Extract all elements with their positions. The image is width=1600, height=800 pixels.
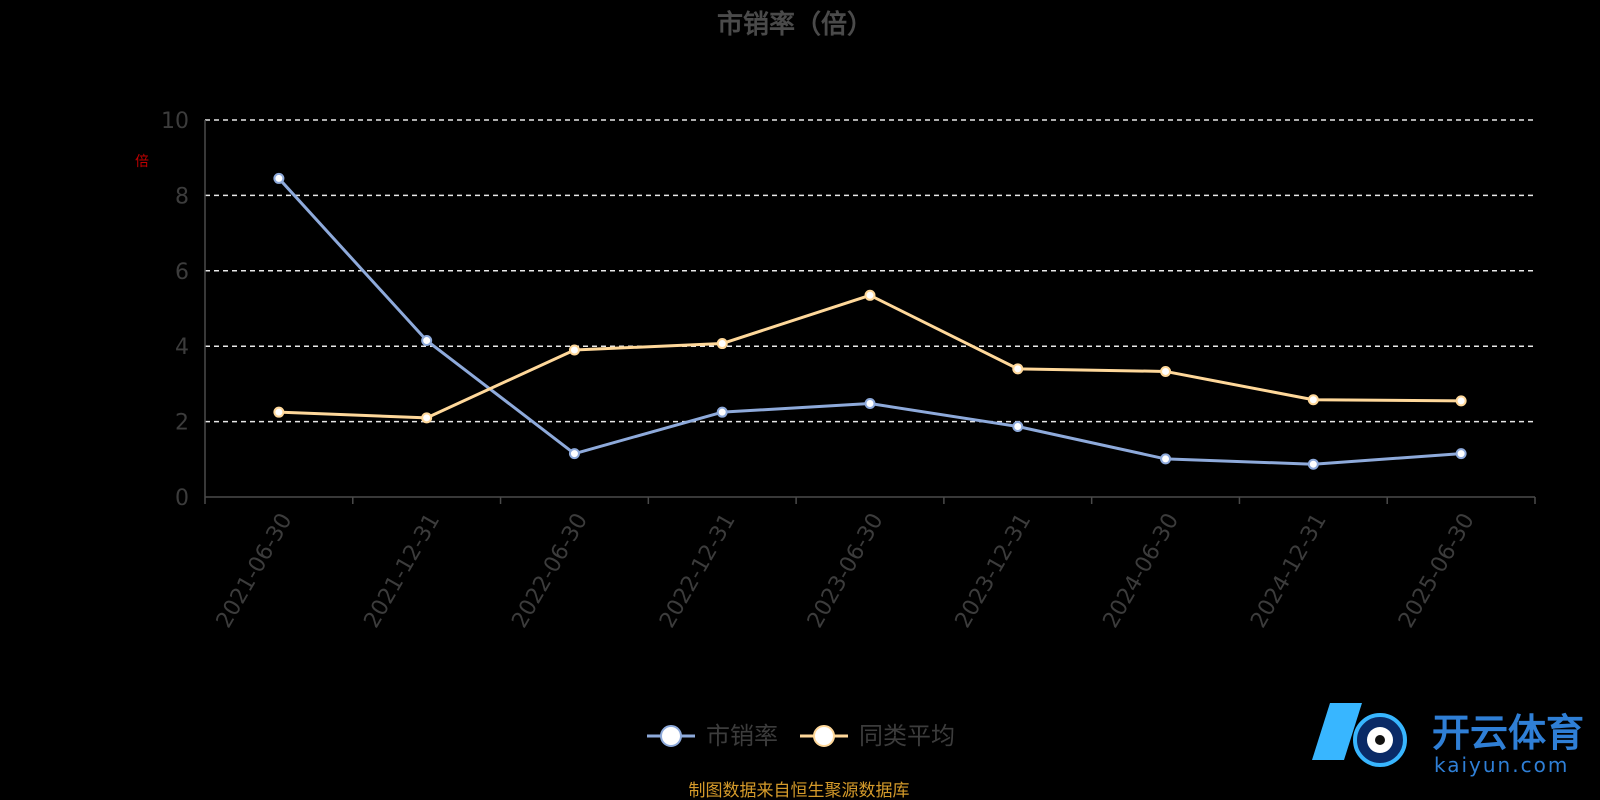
x-tick-label: 2022-06-30 — [507, 509, 593, 632]
y-axis-unit-label: 倍 — [135, 154, 149, 170]
data-point-series-1[interactable] — [716, 338, 728, 350]
legend-label-series-1: 同类平均 — [859, 722, 955, 750]
legend-marker-series-0 — [660, 725, 682, 747]
x-tick-label: 2021-12-31 — [360, 509, 446, 632]
y-tick-label: 6 — [175, 260, 189, 285]
x-tick-label: 2024-12-31 — [1246, 509, 1332, 632]
chart-title: 市销率（倍） — [717, 9, 873, 40]
data-point-series-0[interactable] — [568, 448, 580, 460]
data-point-series-0[interactable] — [1160, 453, 1172, 465]
logo-text-en: kaiyun.com — [1434, 753, 1569, 777]
data-point-series-1[interactable] — [273, 406, 285, 418]
x-tick-label: 2022-12-31 — [655, 509, 741, 632]
legend-marker-series-1 — [813, 725, 835, 747]
data-point-series-0[interactable] — [273, 172, 285, 184]
data-point-series-0[interactable] — [716, 406, 728, 418]
x-tick-label: 2021-06-30 — [212, 509, 298, 632]
data-point-series-1[interactable] — [1455, 395, 1467, 407]
data-point-series-1[interactable] — [1160, 365, 1172, 377]
data-point-series-0[interactable] — [1307, 458, 1319, 470]
x-tick-label: 2024-06-30 — [1099, 509, 1185, 632]
x-tick-label: 2023-06-30 — [803, 509, 889, 632]
data-point-series-0[interactable] — [421, 335, 433, 347]
legend-item-series-1[interactable]: 同类平均 — [800, 722, 955, 750]
data-point-series-1[interactable] — [1012, 363, 1024, 375]
x-tick-labels: 2021-06-30 2021-12-31 2022-06-30 2022-12-31… — [212, 509, 1480, 632]
legend-item-series-0[interactable]: 市销率 — [647, 722, 778, 750]
y-tick-label: 0 — [175, 486, 189, 511]
x-tick-label: 2023-12-31 — [951, 509, 1037, 632]
y-tick-label: 8 — [175, 184, 189, 209]
series-lines — [273, 172, 1467, 470]
y-tick-labels: 0 2 4 6 8 10 — [161, 109, 189, 511]
data-source-note: 制图数据来自恒生聚源数据库 — [689, 781, 910, 800]
grid-lines — [205, 119, 1535, 423]
legend: 市销率 同类平均 — [647, 722, 955, 750]
data-point-series-0[interactable] — [1012, 421, 1024, 433]
logo-mark-icon — [1312, 703, 1407, 767]
y-tick-label: 4 — [175, 335, 189, 360]
data-point-series-1[interactable] — [421, 412, 433, 424]
data-point-series-0[interactable] — [1455, 448, 1467, 460]
legend-label-series-0: 市销率 — [706, 722, 778, 750]
data-point-series-0[interactable] — [864, 398, 876, 410]
x-tick-label: 2025-06-30 — [1394, 509, 1480, 632]
data-point-series-1[interactable] — [864, 289, 876, 301]
logo-text-cn: 开云体育 — [1432, 711, 1584, 755]
data-point-series-1[interactable] — [1307, 394, 1319, 406]
data-point-series-1[interactable] — [568, 344, 580, 356]
series-line-0 — [277, 177, 1462, 466]
axes — [204, 120, 1536, 504]
y-tick-label: 2 — [175, 411, 189, 436]
y-tick-label: 10 — [161, 109, 189, 134]
watermark-logo: 开云体育 kaiyun.com — [1312, 703, 1584, 777]
